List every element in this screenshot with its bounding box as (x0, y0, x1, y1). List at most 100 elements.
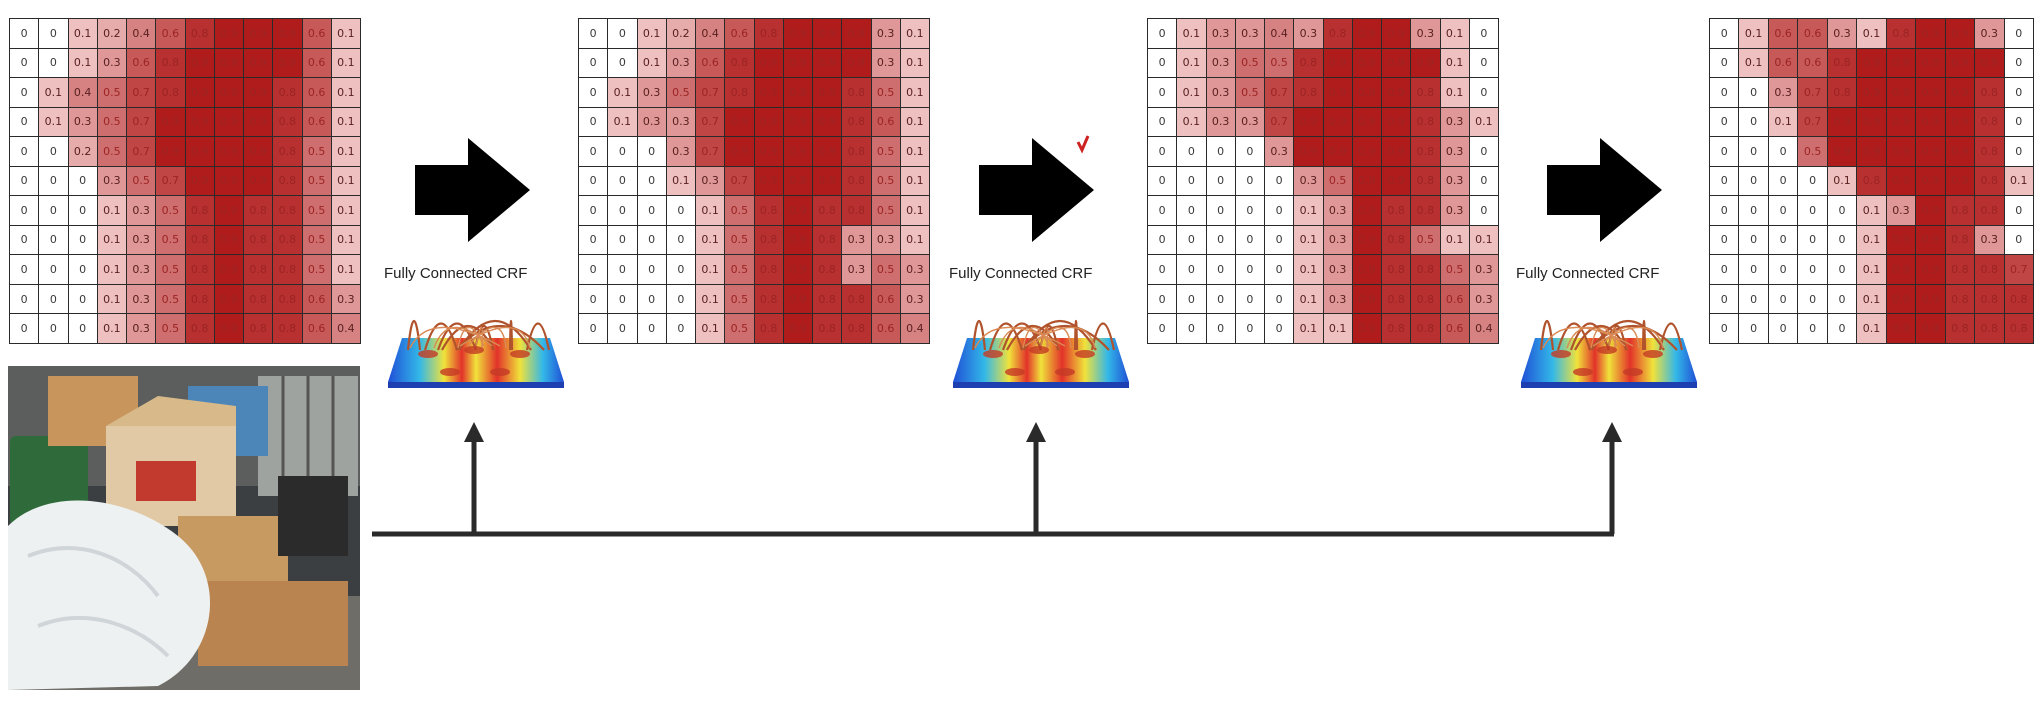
crf-connection-arc (423, 322, 459, 351)
crf-label-1: Fully Connected CRF (384, 265, 528, 282)
grid-cell: 0 (1468, 47, 1500, 79)
forward-arrow-2 (979, 138, 1094, 242)
grid-cell: 0.9 (1826, 106, 1858, 138)
grid-cell: 0.8 (841, 136, 872, 167)
grid-cell: 0.7 (125, 106, 157, 138)
grid-cell: 0 (1205, 136, 1236, 167)
grid-cell: 0.1 (1439, 18, 1470, 49)
grid-row: 0 0 0 0 0 0.1 0.1 0.9 0.8 0.8 0.6 0.4 (1146, 313, 1500, 344)
grid-cell: 0.8 (1380, 254, 1412, 285)
grid-cell: 0 (1738, 283, 1769, 315)
grid-cell: 0 (636, 254, 667, 285)
grid-cell: 0 (1176, 283, 1207, 315)
forward-arrow-1 (415, 138, 530, 242)
grid-cell: 0.3 (841, 224, 872, 256)
grid-cell: 0 (636, 165, 667, 197)
grid-cell: 0 (8, 136, 40, 167)
grid-cell: 0.9 (184, 77, 215, 108)
grid-cell: 0.9 (1915, 254, 1946, 285)
photo-box-bottom (198, 581, 348, 666)
grid-cell: 0.9 (1380, 47, 1412, 79)
grid-cell: 0.9 (841, 18, 872, 49)
grid-cell: 0.9 (242, 165, 274, 197)
grid-cell: 0.8 (1974, 283, 2005, 315)
grid-cell: 0.8 (753, 313, 784, 344)
grid-cell: 0.3 (125, 313, 157, 344)
grid-cell: 0.8 (272, 195, 303, 226)
grid-cell: 0 (1234, 283, 1266, 315)
grid-cell: 0.1 (1856, 18, 1887, 49)
crf-connection-arc (1020, 325, 1110, 351)
grid-cell: 0 (665, 283, 697, 315)
grid-cell: 0.9 (811, 106, 843, 138)
grid-cell: 0 (636, 136, 667, 167)
grid-cell: 0 (38, 165, 69, 197)
grid-cell: 0.5 (155, 224, 186, 256)
grid-cell: 0.1 (330, 224, 362, 256)
grid-cell: 0.5 (870, 136, 901, 167)
grid-cell: 0.9 (1885, 313, 1917, 344)
grid-cell: 0.8 (753, 254, 784, 285)
crf-connection-arc (1006, 324, 1060, 351)
grid-cell: 0.3 (1234, 106, 1266, 138)
grid-cell: 0.8 (1380, 313, 1412, 344)
grid-cell: 0.9 (242, 106, 274, 138)
grid-cell: 0.1 (694, 195, 726, 226)
grid-cell: 0.5 (724, 224, 755, 256)
grid-cell: 0.7 (155, 165, 186, 197)
grid-cell: 0.3 (694, 165, 726, 197)
input-photo-boxes (8, 366, 360, 690)
crf-connection-arc (1588, 325, 1678, 351)
grid-cell: 0.1 (899, 47, 931, 79)
grid-cell: 0.1 (607, 77, 638, 108)
grid-cell: 0.8 (272, 136, 303, 167)
grid-cell: 0 (1708, 136, 1740, 167)
grid-cell: 0.1 (1176, 106, 1207, 138)
grid-cell: 0 (1234, 224, 1266, 256)
grid-cell: 0.9 (1915, 136, 1946, 167)
crf-connection-arc (455, 325, 545, 351)
grid-row: 0 0 0 0.3 0.5 0.7 0.9 0.9 0.9 0.8 0.5 0.1 (8, 165, 362, 197)
grid-cell: 0 (1205, 195, 1236, 226)
grid-cell: 0 (8, 313, 40, 344)
grid-cell: 0.1 (1468, 106, 1500, 138)
grid-cell: 0.4 (1263, 18, 1295, 49)
grid-cell: 0.9 (1856, 77, 1887, 108)
grid-cell: 0.1 (1293, 195, 1324, 226)
grid-cell: 0.9 (782, 254, 814, 285)
grid-cell: 0 (577, 224, 609, 256)
grid-cell: 0.8 (1410, 106, 1441, 138)
grid-cell: 0.8 (1974, 313, 2005, 344)
crf-connection-arc (988, 322, 1024, 351)
grid-cell: 0.9 (782, 77, 814, 108)
grid-cell: 0.1 (1738, 18, 1769, 49)
grid-cell: 0.3 (1885, 195, 1917, 226)
grid-row: 0 0.1 0.3 0.3 0.7 0.9 0.9 0.9 0.9 0.8 0.6 0.1 (577, 106, 931, 138)
grid-cell: 0 (1263, 224, 1295, 256)
pen-check-mark (1076, 135, 1090, 154)
grid-row: 0 0 0 0 0 0.1 0.3 0.9 0.8 0.8 0.5 0.3 (1146, 254, 1500, 285)
grid-cell: 0.1 (694, 224, 726, 256)
grid-cell: 0 (1738, 195, 1769, 226)
grid-cell: 0 (1767, 283, 1799, 315)
grid-cell: 0.9 (242, 77, 274, 108)
grid-cell: 0.8 (272, 254, 303, 285)
grid-cell: 0.9 (184, 106, 215, 138)
grid-cell: 0.8 (184, 283, 215, 315)
grid-cell: 0.9 (213, 47, 245, 79)
grid-cell: 0.3 (1767, 77, 1799, 108)
grid-cell: 0 (1205, 313, 1236, 344)
grid-cell: 0 (1234, 195, 1266, 226)
grid-row: 0 0 0 0.3 0.7 0.9 0.9 0.9 0.9 0.8 0.5 0.1 (577, 136, 931, 167)
grid-cell: 0.9 (1944, 136, 1976, 167)
grid-cell: 0.3 (1439, 136, 1470, 167)
grid-cell: 0.3 (899, 254, 931, 285)
grid-cell: 0.7 (694, 106, 726, 138)
grid-cell: 0.8 (2003, 283, 2034, 315)
crf-connection-arc (1001, 322, 1043, 351)
grid-cell: 0.9 (1856, 106, 1887, 138)
grid-cell: 0 (1146, 136, 1178, 167)
grid-cell: 0.5 (96, 77, 128, 108)
grid-cell: 0.8 (2003, 313, 2034, 344)
grid-cell: 0.1 (636, 47, 667, 79)
